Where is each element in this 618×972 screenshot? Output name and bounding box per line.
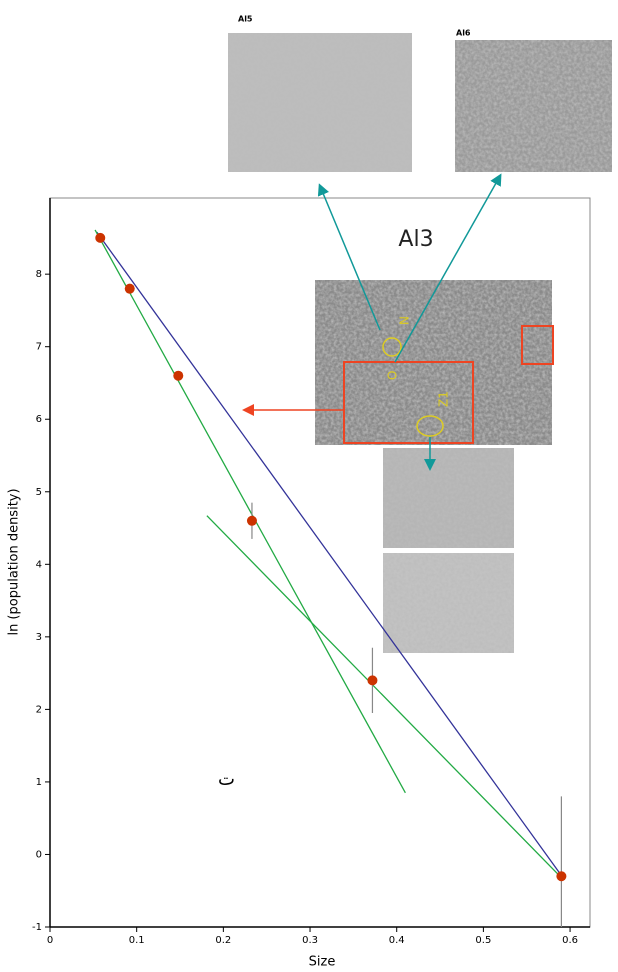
main-image-title: Al3 bbox=[398, 227, 433, 252]
thumb-label: Al5 bbox=[238, 15, 253, 24]
data-point bbox=[556, 871, 567, 882]
y-tick-label: 3 bbox=[36, 632, 42, 643]
data-point bbox=[124, 283, 135, 294]
data-point bbox=[173, 370, 184, 381]
annotation: ت bbox=[218, 769, 235, 790]
fit-line bbox=[94, 229, 406, 794]
thumb-label: Al6 bbox=[456, 29, 471, 38]
y-tick-label: 6 bbox=[36, 414, 42, 425]
y-tick-label: 4 bbox=[36, 559, 42, 570]
ring-label: N bbox=[398, 316, 412, 325]
detail-texture bbox=[383, 448, 514, 548]
x-tick-label: 0.1 bbox=[129, 935, 145, 946]
y-tick-label: 8 bbox=[36, 269, 42, 280]
highlight-box bbox=[521, 325, 554, 365]
data-point bbox=[246, 515, 257, 526]
highlight-box bbox=[343, 361, 474, 444]
fit-line bbox=[206, 515, 562, 879]
y-tick-label: 1 bbox=[36, 777, 42, 788]
photo-texture bbox=[455, 40, 612, 172]
data-point bbox=[367, 675, 378, 686]
detail-texture bbox=[383, 553, 514, 653]
ring bbox=[382, 337, 402, 357]
x-tick-label: 0.4 bbox=[389, 935, 405, 946]
y-tick-label: 7 bbox=[36, 342, 42, 353]
x-tick-label: 0 bbox=[47, 935, 53, 946]
y-tick-label: 0 bbox=[36, 849, 42, 860]
ring bbox=[416, 415, 444, 437]
x-tick-label: 0.5 bbox=[475, 935, 491, 946]
ring-label: Z1 bbox=[437, 391, 451, 407]
photo-texture bbox=[228, 33, 412, 172]
arrow bbox=[394, 173, 502, 363]
y-tick-label: 2 bbox=[36, 704, 42, 715]
x-tick-label: 0.2 bbox=[215, 935, 231, 946]
x-tick-label: 0.6 bbox=[562, 935, 578, 946]
right-thumbnail: Al6 bbox=[455, 29, 612, 172]
arrow bbox=[317, 183, 381, 331]
main-image: Al3 N O Z1 bbox=[315, 227, 554, 445]
y-tick-label: -1 bbox=[32, 922, 42, 933]
y-tick-label: 5 bbox=[36, 487, 42, 498]
x-axis-label: Size bbox=[309, 955, 336, 970]
ring-label: O bbox=[386, 371, 400, 380]
fit-line bbox=[96, 231, 562, 876]
left-thumbnail: Al5 bbox=[228, 15, 412, 172]
x-tick-label: 0.3 bbox=[302, 935, 318, 946]
y-axis-label: ln (population density) bbox=[7, 488, 22, 635]
data-point bbox=[95, 232, 106, 243]
